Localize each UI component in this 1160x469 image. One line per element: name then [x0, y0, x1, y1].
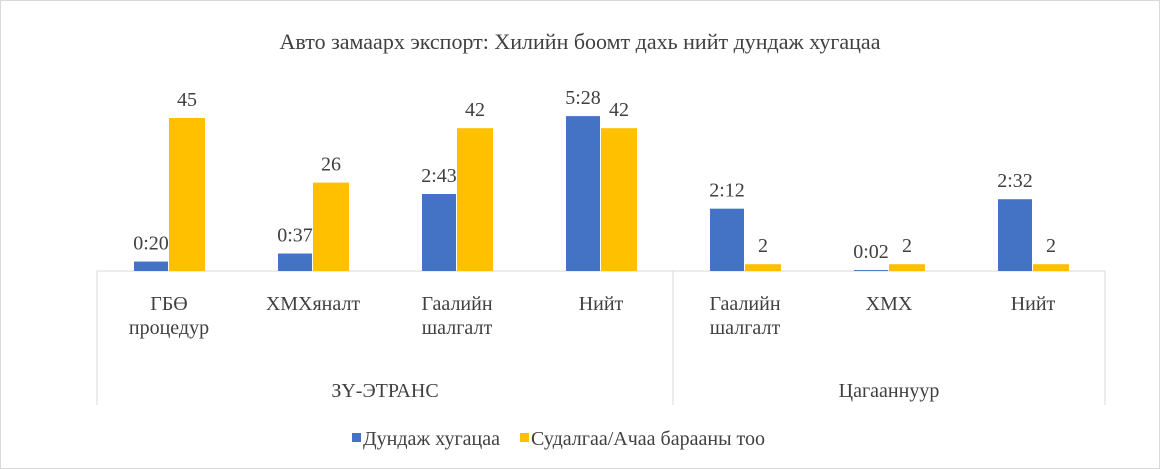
x-tick-label: Гаалийн шалгалт — [421, 293, 493, 339]
data-label: 45 — [177, 89, 197, 111]
bar — [710, 208, 744, 271]
data-label: 26 — [321, 154, 341, 176]
bar — [169, 118, 205, 271]
group-label: ЗҮ-ЭТРАНС — [331, 380, 438, 402]
x-tick-label: Гаалийн шалгалт — [709, 293, 781, 339]
data-label: 42 — [465, 99, 485, 121]
group-label: Цагааннуур — [839, 380, 940, 402]
bar — [134, 261, 168, 271]
data-label: 2 — [758, 235, 768, 257]
bar — [854, 270, 888, 271]
x-tick-label: Нийт — [578, 293, 624, 315]
x-tick-label: ХМХ — [865, 293, 913, 315]
bar — [313, 182, 349, 271]
data-label: 2 — [902, 235, 912, 257]
legend-swatch — [352, 433, 361, 442]
data-label: 0:37 — [277, 225, 313, 247]
bar — [457, 128, 493, 271]
bar — [745, 264, 781, 271]
data-label: 42 — [609, 99, 629, 121]
data-label: 2 — [1046, 235, 1056, 257]
x-tick-label: ГБӨ процедур — [128, 293, 210, 339]
legend-swatch — [520, 433, 529, 442]
x-tick-label: ХМХяналт — [265, 293, 361, 315]
data-label: 2:32 — [997, 170, 1033, 192]
data-label: 2:43 — [421, 165, 457, 187]
data-label: 2:12 — [709, 180, 745, 202]
chart-title: Авто замаарх экспорт: Хилийн боомт дахь … — [280, 29, 881, 54]
bar — [998, 199, 1032, 271]
bar — [422, 194, 456, 271]
legend-label: Судалгаа/Ачаа барааны тоо — [531, 428, 765, 450]
bar — [889, 264, 925, 271]
data-label: 5:28 — [565, 87, 601, 109]
bar — [1033, 264, 1069, 271]
bar — [601, 128, 637, 271]
bar — [278, 253, 312, 271]
data-label: 0:20 — [133, 233, 169, 255]
legend-label: Дундаж хугацаа — [363, 428, 500, 450]
data-label: 0:02 — [853, 241, 889, 263]
x-tick-label: Нийт — [1010, 293, 1056, 315]
bar — [566, 116, 600, 271]
